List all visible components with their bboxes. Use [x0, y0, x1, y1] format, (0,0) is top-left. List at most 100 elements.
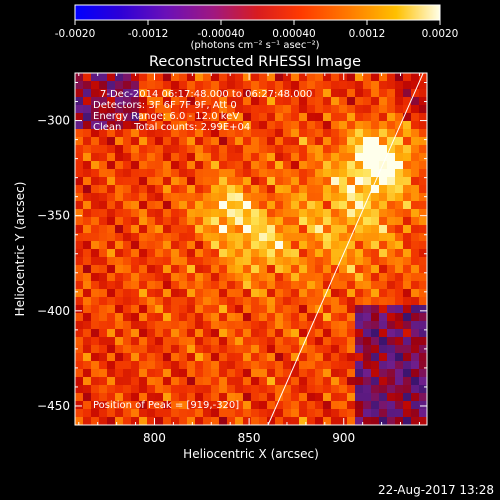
heatmap-cell [91, 161, 100, 170]
heatmap-cell [123, 233, 132, 242]
heatmap-cell [355, 377, 364, 386]
heatmap-cell [83, 265, 92, 274]
heatmap-cell [387, 185, 396, 194]
heatmap-cell [411, 257, 420, 266]
heatmap-cell [131, 233, 140, 242]
heatmap-cell [115, 249, 124, 258]
heatmap-cell [315, 137, 324, 146]
heatmap-cell [363, 345, 372, 354]
heatmap-cell [379, 321, 388, 330]
heatmap-cell [203, 113, 212, 122]
heatmap-cell [315, 81, 324, 90]
heatmap-cell [379, 377, 388, 386]
heatmap-cell [267, 385, 276, 394]
heatmap-cell [283, 129, 292, 138]
heatmap-cell [363, 289, 372, 298]
heatmap-cell [291, 297, 300, 306]
heatmap-cell [83, 153, 92, 162]
heatmap-cell [243, 129, 252, 138]
heatmap-cell [251, 393, 260, 402]
heatmap-cell [211, 145, 220, 154]
heatmap-cell [339, 377, 348, 386]
heatmap-cell [339, 193, 348, 202]
heatmap-cell [275, 313, 284, 322]
heatmap-cell [243, 169, 252, 178]
heatmap-cell [171, 217, 180, 226]
heatmap-cell [75, 297, 84, 306]
heatmap-cell [203, 321, 212, 330]
colorbar-tick-label: -0.0012 [128, 28, 169, 40]
heatmap-cell [355, 257, 364, 266]
heatmap-cell [251, 281, 260, 290]
heatmap-cell [355, 385, 364, 394]
heatmap-cell [187, 201, 196, 210]
heatmap-cell [283, 89, 292, 98]
heatmap-cell [363, 337, 372, 346]
heatmap-cell [75, 385, 84, 394]
heatmap-cell [115, 369, 124, 378]
heatmap-cell [91, 209, 100, 218]
heatmap-cell [307, 385, 316, 394]
heatmap-cell [235, 105, 244, 114]
heatmap-cell [219, 201, 228, 210]
heatmap-cell [307, 305, 316, 314]
heatmap-cell [243, 241, 252, 250]
heatmap-cell [347, 377, 356, 386]
heatmap-cell [131, 281, 140, 290]
heatmap-cell [219, 193, 228, 202]
heatmap-cell [347, 257, 356, 266]
heatmap-cell [187, 153, 196, 162]
heatmap-cell [307, 81, 316, 90]
heatmap-cell [251, 409, 260, 418]
heatmap-cell [179, 273, 188, 282]
heatmap-cell [131, 353, 140, 362]
heatmap-cell [91, 73, 100, 82]
heatmap-cell [403, 113, 412, 122]
heatmap-cell [139, 281, 148, 290]
heatmap-cell [251, 345, 260, 354]
heatmap-cell [395, 337, 404, 346]
heatmap-cell [219, 385, 228, 394]
heatmap-cell [299, 401, 308, 410]
heatmap-cell [179, 385, 188, 394]
heatmap-cell [299, 273, 308, 282]
heatmap-cell [267, 233, 276, 242]
heatmap-cell [107, 225, 116, 234]
heatmap-cell [219, 337, 228, 346]
heatmap-cell [99, 161, 108, 170]
heatmap-cell [251, 305, 260, 314]
heatmap-cell [331, 321, 340, 330]
heatmap-cell [259, 81, 268, 90]
heatmap-cell [387, 225, 396, 234]
heatmap-cell [331, 257, 340, 266]
heatmap-cell [155, 297, 164, 306]
heatmap-cell [115, 169, 124, 178]
heatmap-cell [371, 305, 380, 314]
heatmap-cell [275, 97, 284, 106]
heatmap-cell [75, 257, 84, 266]
heatmap-cell [251, 209, 260, 218]
heatmap-cell [91, 345, 100, 354]
heatmap-cell [331, 201, 340, 210]
heatmap-cell [219, 401, 228, 410]
heatmap-cell [171, 81, 180, 90]
heatmap-cell [395, 257, 404, 266]
heatmap-cell [315, 297, 324, 306]
heatmap-cell [331, 241, 340, 250]
heatmap-cell [283, 361, 292, 370]
heatmap-cell [75, 265, 84, 274]
heatmap-cell [371, 321, 380, 330]
heatmap-cell [363, 313, 372, 322]
heatmap-cell [123, 225, 132, 234]
heatmap-cell [179, 297, 188, 306]
heatmap-cell [331, 225, 340, 234]
heatmap-cell [403, 353, 412, 362]
heatmap-cell [251, 265, 260, 274]
heatmap-cell [203, 289, 212, 298]
heatmap-cell [267, 89, 276, 98]
heatmap-cell [99, 73, 108, 82]
heatmap-cell [203, 145, 212, 154]
heatmap-cell [267, 241, 276, 250]
heatmap-cell [315, 177, 324, 186]
heatmap-cell [355, 313, 364, 322]
